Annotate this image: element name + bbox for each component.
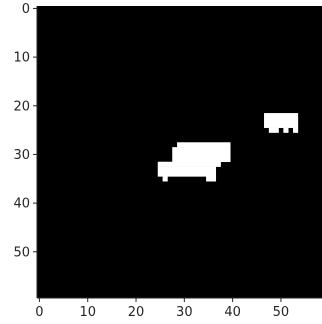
- foreground-run-9: [172, 156, 231, 163]
- axes: 0 10 20 30 40 50 0 10 20 30 40 50: [13, 2, 322, 320]
- foreground-run-11: [157, 166, 217, 172]
- foreground-run-1: [264, 117, 299, 124]
- foreground-run-0: [264, 113, 299, 119]
- y-tick-label-50: 50: [13, 245, 30, 260]
- foreground-run-4: [283, 127, 289, 133]
- mask-foreground-regions: [157, 113, 299, 182]
- foreground-run-7: [172, 147, 231, 153]
- y-tick-label-30: 30: [13, 148, 30, 163]
- x-tick-label-20: 20: [128, 305, 145, 320]
- foreground-run-8: [172, 152, 231, 158]
- foreground-run-3: [268, 127, 279, 133]
- foreground-run-6: [177, 142, 231, 148]
- foreground-run-13: [162, 176, 168, 182]
- x-tick-label-50: 50: [273, 305, 290, 320]
- x-tick-label-10: 10: [79, 305, 96, 320]
- y-tick-label-20: 20: [13, 99, 30, 114]
- foreground-run-14: [206, 176, 217, 182]
- y-tick-label-0: 0: [22, 2, 30, 17]
- foreground-run-5: [293, 127, 299, 133]
- foreground-run-2: [264, 122, 299, 128]
- y-tick-label-40: 40: [13, 197, 30, 212]
- foreground-run-10: [157, 161, 221, 167]
- foreground-run-12: [157, 171, 217, 177]
- y-tick-label-10: 10: [13, 51, 30, 66]
- x-tick-label-0: 0: [35, 305, 43, 320]
- x-tick-label-40: 40: [224, 305, 241, 320]
- x-tick-label-30: 30: [176, 305, 193, 320]
